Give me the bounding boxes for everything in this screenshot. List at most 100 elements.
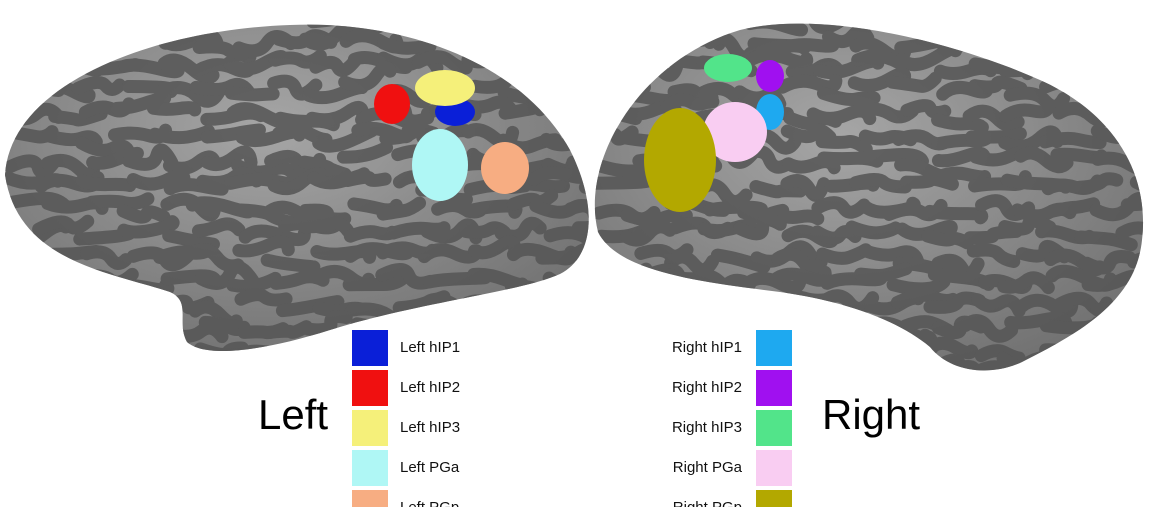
sulcus xyxy=(1017,38,1070,47)
sulcus xyxy=(305,223,347,230)
sulcus xyxy=(573,279,621,291)
sulcus xyxy=(1132,106,1151,112)
sulcus xyxy=(466,30,507,38)
legend-swatch xyxy=(352,450,388,486)
sulcus xyxy=(267,11,321,17)
sulcus xyxy=(120,296,173,311)
sulcus xyxy=(546,138,601,145)
sulcus xyxy=(627,215,686,220)
sulcus xyxy=(17,280,72,285)
sulcus xyxy=(16,61,60,74)
sulcus xyxy=(710,0,754,14)
sulcus xyxy=(1134,258,1151,279)
sulcus xyxy=(1052,204,1094,211)
sulcus xyxy=(893,282,944,289)
legend-swatch xyxy=(756,370,792,406)
sulcus xyxy=(240,6,282,17)
sulcus xyxy=(975,82,1021,88)
sulcus xyxy=(545,83,590,90)
sulcus xyxy=(589,329,634,337)
sulcus xyxy=(469,314,519,322)
sulcus xyxy=(399,325,441,326)
sulcus xyxy=(824,371,865,382)
sulcus xyxy=(1131,58,1151,71)
sulcus xyxy=(10,15,53,24)
sulcus xyxy=(1127,198,1151,205)
sulcus xyxy=(535,37,582,45)
sulcus xyxy=(40,300,97,317)
sulcus xyxy=(552,313,595,324)
sulcus xyxy=(513,328,559,338)
sulcus xyxy=(1136,182,1151,187)
legend-swatch xyxy=(756,490,792,507)
sulcus xyxy=(624,20,662,27)
sulcus xyxy=(116,13,165,21)
sulcus xyxy=(1006,105,1049,116)
sulcus xyxy=(423,22,469,31)
sulcus xyxy=(49,279,98,287)
sulcus xyxy=(603,57,654,73)
sulcus xyxy=(907,106,945,113)
sulcus xyxy=(7,254,62,265)
sulcus xyxy=(588,329,630,338)
sulcus xyxy=(465,22,512,27)
sulcus xyxy=(9,82,58,90)
sulcus xyxy=(858,56,898,63)
sulcus xyxy=(1117,343,1151,354)
sulcus xyxy=(1124,322,1151,330)
sulcus xyxy=(852,227,896,233)
sulcus xyxy=(1136,280,1151,288)
sulcus xyxy=(1088,331,1141,341)
sulcus xyxy=(284,351,334,356)
sulcus xyxy=(1124,17,1151,24)
sulcus xyxy=(1123,87,1151,100)
sulcus xyxy=(357,323,404,326)
sulcus xyxy=(829,347,869,358)
sulcus xyxy=(868,343,908,351)
sulcus xyxy=(1088,89,1132,96)
sulcus xyxy=(155,20,200,26)
sulcus xyxy=(89,5,137,14)
sulcus xyxy=(589,81,644,92)
legend-label: Left PGp xyxy=(400,499,459,507)
sulcus xyxy=(503,31,549,42)
sulcus xyxy=(817,1,867,12)
sulcus xyxy=(425,299,479,313)
sulcus xyxy=(86,308,132,315)
sulcus xyxy=(979,367,1032,384)
sulcus xyxy=(856,18,903,23)
sulcus xyxy=(1087,373,1139,384)
sulcus xyxy=(533,333,579,351)
sulcus xyxy=(1136,154,1151,159)
sulcus xyxy=(1051,57,1097,71)
legend-label: Left hIP2 xyxy=(400,379,460,396)
sulcus xyxy=(586,376,631,389)
sulcus xyxy=(39,221,88,229)
sulcus xyxy=(1013,374,1056,386)
legend-label: Left PGa xyxy=(400,459,460,476)
sulcus xyxy=(1045,138,1100,142)
figure: Left Right Left hIP1Left hIP2Left hIP3Le… xyxy=(0,0,1151,507)
sulcus xyxy=(787,370,837,383)
sulcus xyxy=(1046,350,1089,358)
sulcus xyxy=(588,350,630,365)
sulcus xyxy=(1013,16,1062,23)
sulcus xyxy=(198,224,239,231)
sulcus xyxy=(627,301,681,313)
sulcus xyxy=(542,253,599,262)
sulcus xyxy=(823,93,874,99)
sulcus xyxy=(576,69,628,75)
sulcus xyxy=(597,278,638,289)
sulcus xyxy=(1097,305,1144,310)
sulcus xyxy=(892,78,935,86)
sulcus xyxy=(938,120,983,127)
sulcus xyxy=(781,297,825,303)
legend-label: Left hIP3 xyxy=(400,419,460,436)
sulcus xyxy=(118,285,168,290)
legend-label: Left hIP1 xyxy=(400,339,460,356)
sulcus xyxy=(9,314,52,327)
sulcus xyxy=(642,367,686,376)
sulcus xyxy=(580,6,619,11)
sulcus xyxy=(818,203,864,213)
sulcus xyxy=(928,236,968,243)
